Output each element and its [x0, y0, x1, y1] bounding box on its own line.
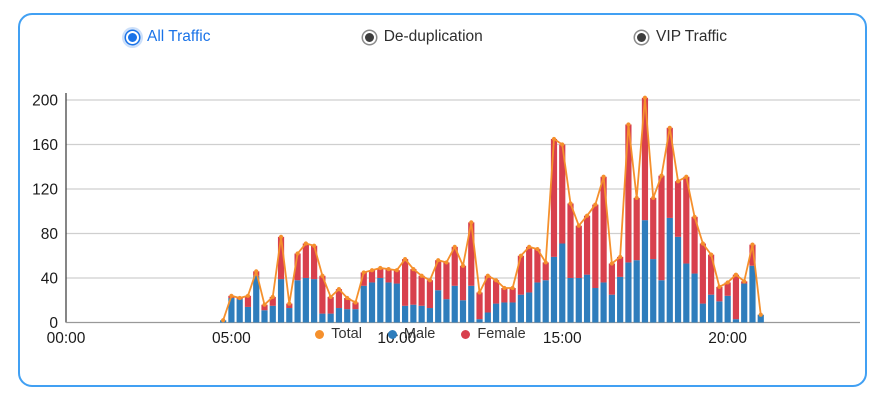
traffic-chart-card: All Traffic De-duplication VIP Traffic 0… — [18, 13, 867, 387]
chart-legend: Total Male Female — [0, 326, 843, 342]
total-dot-icon — [315, 329, 325, 339]
svg-text:15:00: 15:00 — [543, 330, 582, 347]
tab-de-duplication-label: De-duplication — [383, 28, 483, 45]
svg-text:10:00: 10:00 — [377, 330, 416, 347]
female-dot-icon — [461, 329, 471, 339]
traffic-chart[interactable]: 0 40 80 120 160 200 00:00 05:00 10:00 15:00 20:00 — [20, 75, 865, 353]
legend-total-label: Total — [331, 326, 362, 342]
radio-selected-icon — [126, 30, 139, 44]
svg-text:00:00: 00:00 — [47, 330, 86, 347]
tab-vip-traffic[interactable]: VIP Traffic — [635, 28, 727, 46]
legend-item-female[interactable]: Female — [461, 326, 526, 342]
svg-text:40: 40 — [41, 271, 59, 288]
svg-text:05:00: 05:00 — [212, 330, 251, 347]
legend-female-label: Female — [477, 326, 526, 342]
tab-all-traffic-label: All Traffic — [147, 28, 211, 45]
svg-text:0: 0 — [49, 315, 58, 332]
tab-de-duplication[interactable]: De-duplication — [362, 28, 483, 46]
radio-unselected-icon — [635, 30, 649, 44]
stacked-bar-line-chart[interactable]: 0 40 80 120 160 200 00:00 05:00 10:00 15:00 20:00 — [20, 75, 865, 353]
svg-text:200: 200 — [32, 93, 58, 110]
tab-all-traffic[interactable]: All Traffic — [126, 28, 210, 46]
legend-male-label: Male — [403, 326, 436, 342]
svg-text:80: 80 — [41, 226, 59, 243]
legend-item-male[interactable]: Male — [387, 326, 436, 342]
tab-vip-traffic-label: VIP Traffic — [656, 28, 727, 45]
svg-text:120: 120 — [32, 182, 58, 199]
traffic-mode-tabs: All Traffic De-duplication VIP Traffic — [20, 15, 865, 46]
radio-unselected-icon — [362, 30, 376, 44]
male-dot-icon — [387, 329, 397, 339]
svg-text:20:00: 20:00 — [708, 330, 747, 347]
legend-item-total[interactable]: Total — [315, 326, 362, 342]
svg-text:160: 160 — [32, 137, 58, 154]
